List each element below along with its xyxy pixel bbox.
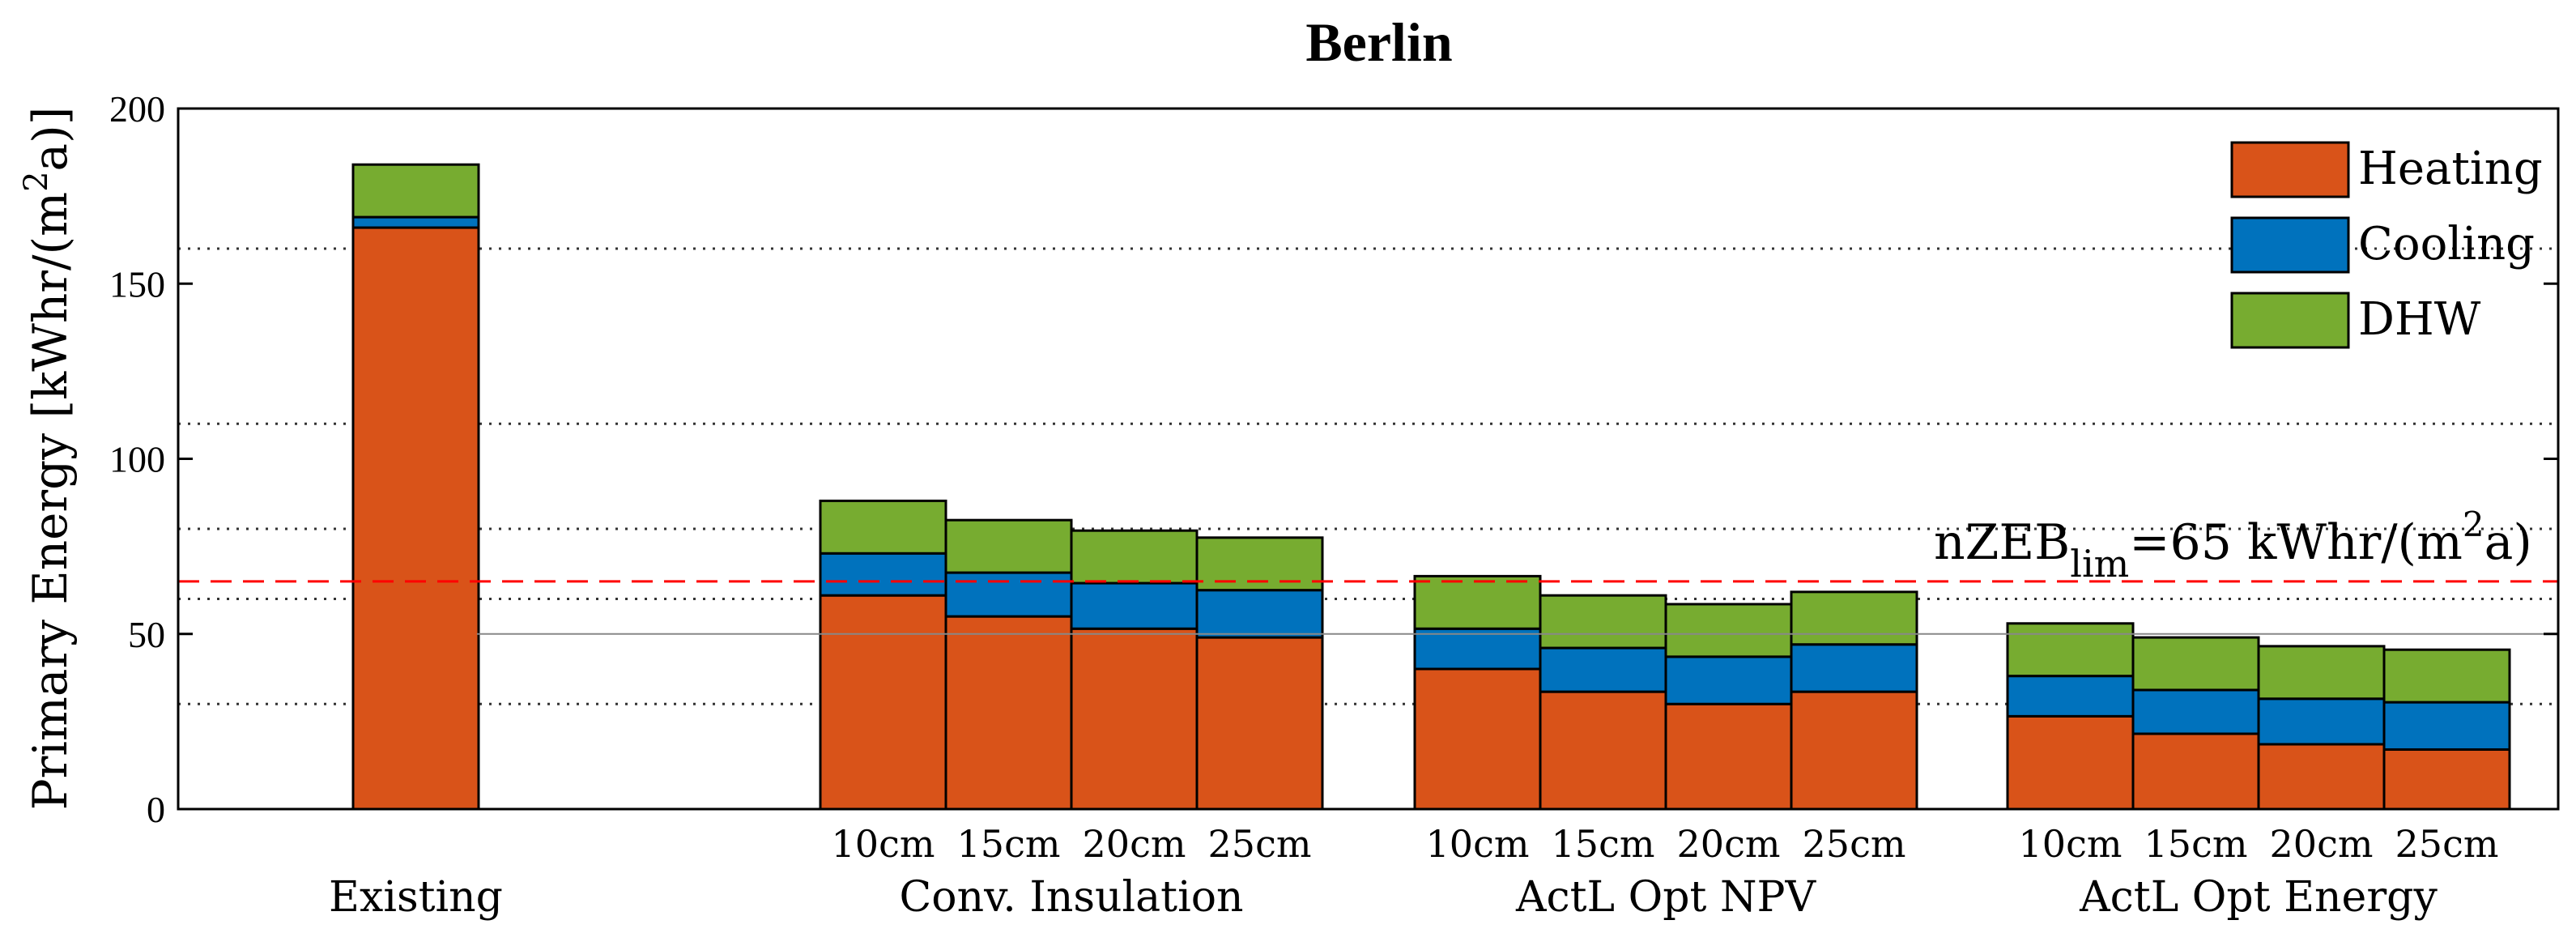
bar-1-0-heating	[819, 594, 947, 811]
bar-3-1-heating	[2131, 732, 2260, 811]
bar-label-2-2: 20cm	[1677, 822, 1781, 866]
bar-1-3-heating	[1195, 636, 1324, 811]
bar-2-2-heating	[1664, 702, 1793, 811]
y-axis: 0 50 100 150 200	[109, 88, 2558, 830]
bar-3-1-dhw	[2131, 636, 2260, 692]
bar-2-1-cooling	[1539, 646, 1667, 693]
bar-2-3-dhw	[1790, 590, 1918, 646]
legend-swatch-heating	[2230, 141, 2350, 198]
bar-label-2-3: 25cm	[1803, 822, 1906, 866]
bar-label-3-1: 15cm	[2144, 822, 2248, 866]
ytick-label-100: 100	[109, 439, 165, 480]
bar-0-0-dhw	[351, 163, 480, 219]
ytick-label-200: 200	[109, 88, 165, 130]
reference-lines	[178, 580, 2558, 635]
y-axis-label: Primary Energy [kWhr/(m2a)]	[18, 107, 78, 811]
limit-annotation-tail: a)	[2484, 514, 2532, 571]
bar-1-2-heating	[1070, 627, 1199, 811]
ytick-label-150: 150	[109, 263, 165, 305]
bar-3-2-cooling	[2257, 697, 2386, 746]
bar-3-1-cooling	[2131, 688, 2260, 735]
bar-3-3-dhw	[2382, 648, 2511, 704]
chart-title: Berlin	[1305, 11, 1452, 73]
legend-swatch-cooling	[2230, 216, 2350, 274]
legend: Heating Cooling DHW	[2230, 141, 2543, 349]
bar-1-1-cooling	[944, 571, 1073, 618]
bar-1-3-cooling	[1195, 589, 1324, 639]
bar-label-1-1: 15cm	[957, 822, 1061, 866]
ytick-label-0: 0	[147, 789, 165, 830]
bar-label-3-2: 20cm	[2270, 822, 2374, 866]
bar-label-2-1: 15cm	[1552, 822, 1655, 866]
bar-label-3-0: 10cm	[2019, 822, 2123, 866]
bars-layer	[351, 163, 2511, 811]
bar-2-0-dhw	[1413, 574, 1542, 630]
group-label-1: Conv. Insulation	[899, 873, 1243, 922]
bar-3-3-heating	[2382, 748, 2511, 811]
bar-3-0-heating	[2006, 714, 2135, 811]
limit-annotation: nZEBlim=65 kWhr/(m2a)	[1934, 505, 2532, 586]
bar-0-0-heating	[351, 226, 480, 811]
bar-1-2-cooling	[1070, 582, 1199, 630]
bar-2-2-dhw	[1664, 603, 1793, 658]
bar-label-3-3: 25cm	[2395, 822, 2499, 866]
limit-annotation-main: nZEB	[1934, 514, 2070, 571]
legend-label-cooling: Cooling	[2358, 218, 2535, 271]
bar-2-2-cooling	[1664, 655, 1793, 705]
bar-1-0-cooling	[819, 552, 947, 597]
x-axis: Existing 10cm 15cm 20cm 25cm Conv. Insulation…	[329, 822, 2498, 922]
y-axis-label-sup: 2	[18, 171, 55, 191]
bar-label-1-0: 10cm	[832, 822, 935, 866]
bar-label-1-2: 20cm	[1083, 822, 1186, 866]
group-label-0: Existing	[329, 873, 503, 922]
bar-2-3-cooling	[1790, 643, 1918, 693]
limit-annotation-sup: 2	[2463, 505, 2484, 544]
bar-label-2-0: 10cm	[1426, 822, 1530, 866]
bar-3-2-dhw	[2257, 645, 2386, 701]
bar-3-3-cooling	[2382, 701, 2511, 751]
bar-2-0-heating	[1413, 667, 1542, 811]
bar-2-1-dhw	[1539, 594, 1667, 650]
bar-1-1-dhw	[944, 518, 1073, 574]
bar-3-2-heating	[2257, 743, 2386, 811]
bar-1-2-dhw	[1070, 529, 1199, 585]
gridlines	[178, 247, 2558, 705]
y-axis-label-tail: a)]	[23, 107, 78, 172]
limit-annotation-eq: =65 kWhr/(m	[2129, 514, 2463, 571]
legend-label-heating: Heating	[2358, 143, 2543, 195]
bar-1-0-dhw	[819, 499, 947, 555]
group-label-2: ActL Opt NPV	[1515, 873, 1816, 922]
bar-label-1-3: 25cm	[1208, 822, 1312, 866]
legend-label-dhw: DHW	[2358, 293, 2481, 346]
y-axis-label-main: Primary Energy [kWhr/(m	[23, 192, 78, 811]
group-label-3: ActL Opt Energy	[2079, 873, 2438, 922]
bar-3-0-dhw	[2006, 622, 2135, 678]
limit-annotation-sub: lim	[2070, 542, 2129, 586]
legend-swatch-dhw	[2230, 292, 2350, 349]
bar-2-3-heating	[1790, 690, 1918, 811]
bar-3-0-cooling	[2006, 675, 2135, 718]
bar-0-0-cooling	[351, 215, 480, 229]
bar-2-1-heating	[1539, 690, 1667, 811]
ytick-label-50: 50	[128, 614, 165, 655]
bar-1-1-heating	[944, 615, 1073, 811]
